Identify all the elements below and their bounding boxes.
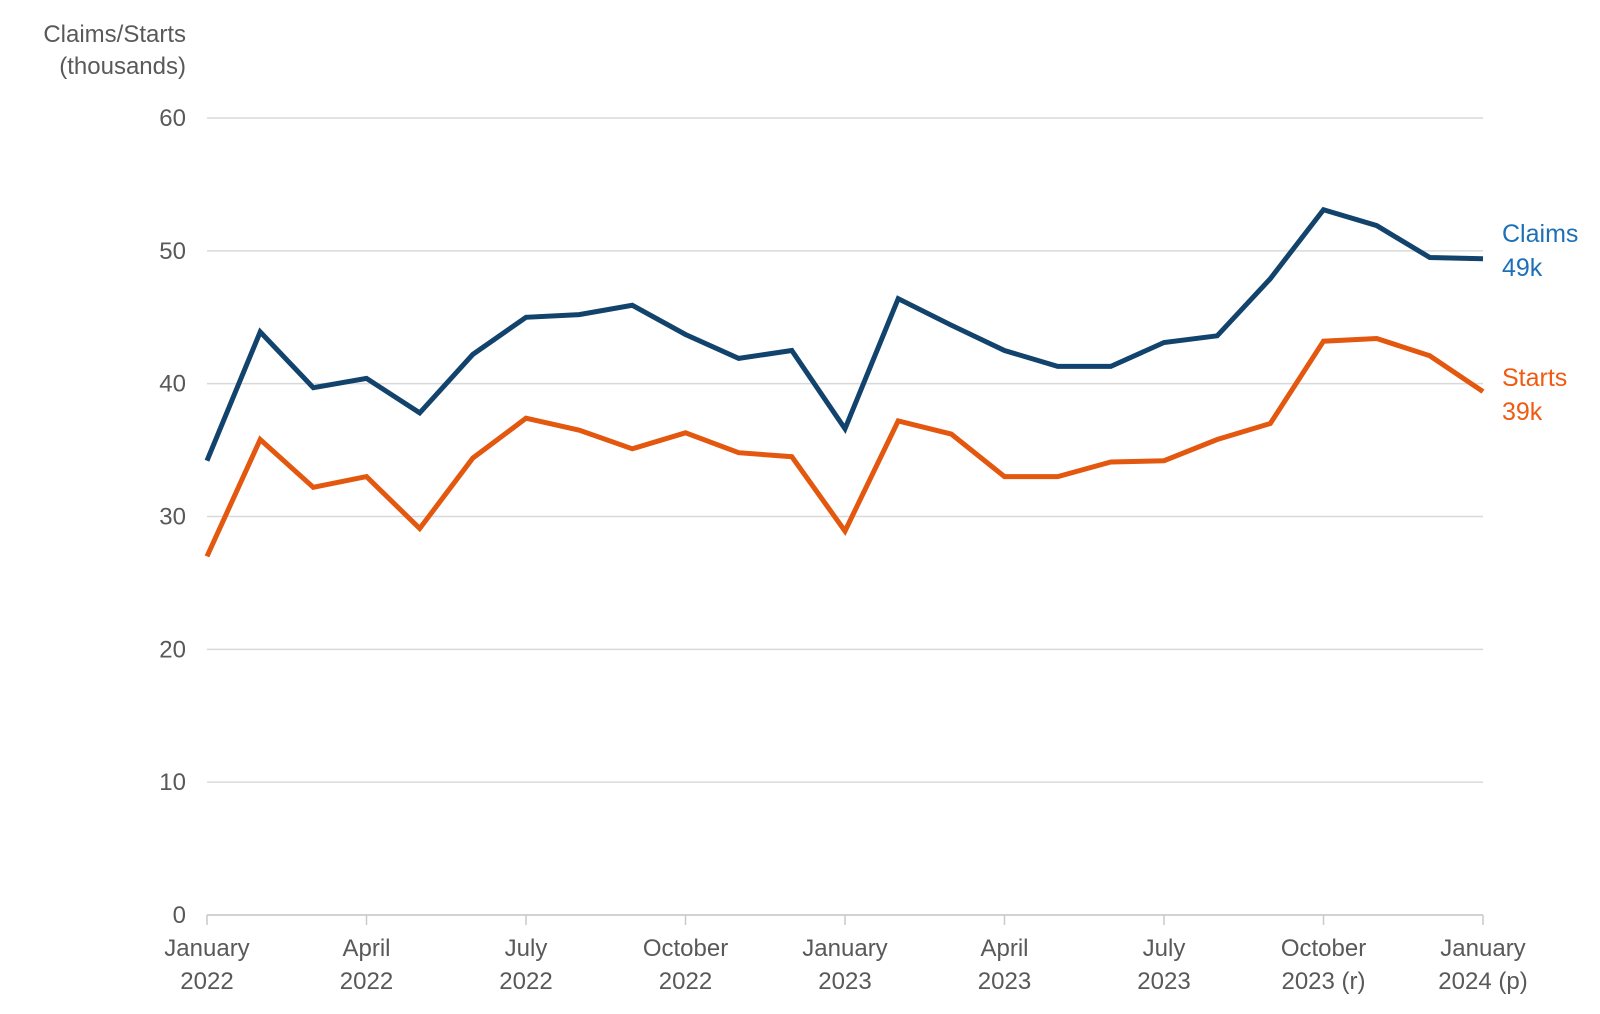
claims-line xyxy=(204,206,1484,462)
claims-series-value-label: 49k xyxy=(1502,254,1543,282)
x-tick-label-year: 2022 xyxy=(180,968,233,995)
x-axis xyxy=(206,914,1484,925)
x-tick-label-month: January xyxy=(164,935,249,962)
x-tick-label-month: July xyxy=(505,935,548,962)
x-tick-label-month: October xyxy=(643,935,728,962)
x-tick-label-month: April xyxy=(980,935,1028,962)
x-tick-label-month: January xyxy=(1440,935,1525,962)
y-tick-label-50: 50 xyxy=(159,238,186,265)
x-tick-label-year: 2023 xyxy=(818,968,871,995)
x-tick-label-month: April xyxy=(342,935,390,962)
gridlines xyxy=(207,117,1483,916)
x-tick-label-year: 2022 xyxy=(340,968,393,995)
x-tick-label-year: 2022 xyxy=(499,968,552,995)
y-axis-title-line2: (thousands) xyxy=(59,53,186,80)
series-lines xyxy=(204,206,1485,558)
starts-series-value-label: 39k xyxy=(1502,398,1543,426)
x-tick-label-year: 2024 (p) xyxy=(1438,968,1527,995)
starts-line xyxy=(204,335,1485,558)
y-axis-tick-labels: 0 10 20 30 40 50 60 xyxy=(159,105,186,929)
x-axis-tick-labels: January 2022 April 2022 July 2022 October 2022 J… xyxy=(164,935,1527,995)
x-tick-label-month: January xyxy=(802,935,887,962)
x-tick-label-year: 2023 (r) xyxy=(1281,968,1365,995)
x-tick-label-year: 2023 xyxy=(1137,968,1190,995)
y-tick-label-20: 20 xyxy=(159,636,186,663)
y-tick-label-30: 30 xyxy=(159,504,186,531)
claims-series-label: Claims xyxy=(1502,220,1578,248)
x-tick-label-month: October xyxy=(1281,935,1366,962)
y-tick-label-0: 0 xyxy=(173,902,186,929)
y-axis-title-line1: Claims/Starts xyxy=(43,21,186,48)
y-tick-label-40: 40 xyxy=(159,371,186,398)
y-tick-label-60: 60 xyxy=(159,105,186,132)
x-tick-label-month: July xyxy=(1143,935,1186,962)
x-tick-label-year: 2022 xyxy=(659,968,712,995)
x-tick-label-year: 2023 xyxy=(978,968,1031,995)
y-tick-label-10: 10 xyxy=(159,769,186,796)
starts-series-label: Starts xyxy=(1502,364,1567,392)
